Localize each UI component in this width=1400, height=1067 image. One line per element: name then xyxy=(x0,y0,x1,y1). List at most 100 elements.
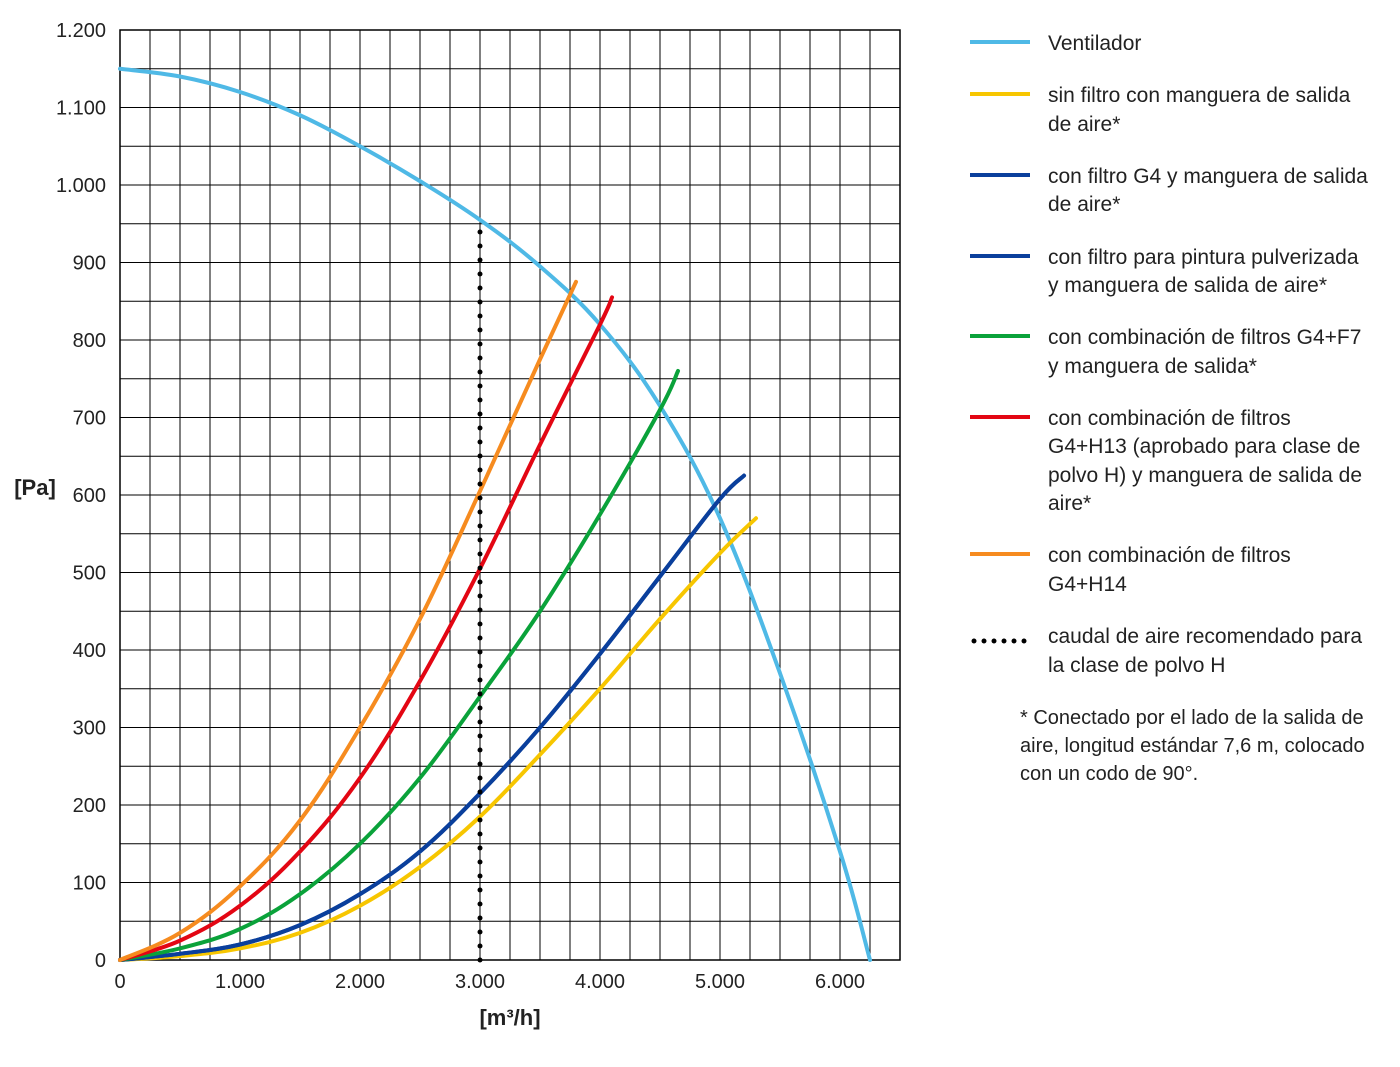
series-g4 xyxy=(120,476,744,960)
legend-label-g4: con filtro G4 y manguera de salida de ai… xyxy=(1048,163,1370,220)
legend: Ventilador sin filtro con manguera de sal… xyxy=(970,30,1370,788)
y-tick-label: 500 xyxy=(73,563,106,585)
x-tick-label: 2.000 xyxy=(335,971,385,993)
x-tick-label: 0 xyxy=(114,971,125,993)
recommended-flow-dot xyxy=(478,426,483,431)
y-tick-label: 100 xyxy=(73,873,106,895)
recommended-flow-dot xyxy=(478,944,483,949)
recommended-flow-dot xyxy=(478,356,483,361)
legend-item-g4: con filtro G4 y manguera de salida de ai… xyxy=(970,163,1370,220)
y-tick-label: 1.100 xyxy=(56,98,106,120)
y-tick-label: 200 xyxy=(73,795,106,817)
recommended-flow-dot xyxy=(478,636,483,641)
legend-item-recommended: caudal de aire recomendado para la clase… xyxy=(970,623,1370,680)
recommended-flow-dot xyxy=(478,846,483,851)
recommended-flow-dot xyxy=(478,930,483,935)
legend-item-g4h13: con combinación de filtros G4+H13 (aprob… xyxy=(970,405,1370,518)
recommended-flow-dot xyxy=(478,832,483,837)
series-g4h13 xyxy=(120,297,612,960)
recommended-flow-dot xyxy=(478,706,483,711)
series-g4f7 xyxy=(120,371,678,960)
recommended-flow-dot xyxy=(478,300,483,305)
legend-label-g4h13: con combinación de filtros G4+H13 (aprob… xyxy=(1048,405,1370,518)
recommended-flow-dot xyxy=(478,412,483,417)
x-tick-label: 6.000 xyxy=(815,971,865,993)
legend-item-g4h14: con combinación de filtros G4+H14 xyxy=(970,542,1370,599)
recommended-flow-dot xyxy=(478,496,483,501)
recommended-flow-dot xyxy=(478,692,483,697)
recommended-flow-dot xyxy=(478,594,483,599)
series-pintura xyxy=(120,476,744,960)
recommended-flow-dot xyxy=(478,482,483,487)
recommended-flow-dot xyxy=(478,272,483,277)
recommended-flow-dot xyxy=(478,678,483,683)
recommended-flow-dot xyxy=(478,958,483,963)
y-tick-label: 700 xyxy=(73,408,106,430)
recommended-flow-dot xyxy=(478,468,483,473)
series-ventilador xyxy=(120,69,870,960)
recommended-flow-dot xyxy=(478,762,483,767)
x-tick-label: 3.000 xyxy=(455,971,505,993)
legend-swatch-ventilador xyxy=(970,40,1030,44)
legend-label-pintura: con filtro para pintura pulverizada y ma… xyxy=(1048,244,1370,301)
recommended-flow-dot xyxy=(478,608,483,613)
recommended-flow-dot xyxy=(478,888,483,893)
series-g4h14 xyxy=(120,282,576,960)
recommended-flow-dot xyxy=(478,398,483,403)
recommended-flow-dot xyxy=(478,230,483,235)
legend-label-sin_filtro: sin filtro con manguera de salida de air… xyxy=(1048,82,1370,139)
legend-footnote: * Conectado por el lado de la salida de … xyxy=(1020,704,1370,788)
recommended-flow-dot xyxy=(478,650,483,655)
recommended-flow-dot xyxy=(478,552,483,557)
legend-swatch-g4h13 xyxy=(970,415,1030,419)
recommended-flow-dot xyxy=(478,734,483,739)
y-tick-label: 800 xyxy=(73,330,106,352)
recommended-flow-dot xyxy=(478,804,483,809)
legend-label-recommended: caudal de aire recomendado para la clase… xyxy=(1048,623,1370,680)
x-tick-label: 1.000 xyxy=(215,971,265,993)
legend-swatch-pintura xyxy=(970,254,1030,258)
recommended-flow-dot xyxy=(478,874,483,879)
y-axis-label: [Pa] xyxy=(14,475,56,500)
recommended-flow-dot xyxy=(478,510,483,515)
recommended-flow-dot xyxy=(478,314,483,319)
recommended-flow-dot xyxy=(478,790,483,795)
recommended-flow-dot xyxy=(478,244,483,249)
legend-label-g4h14: con combinación de filtros G4+H14 xyxy=(1048,542,1370,599)
x-tick-label: 5.000 xyxy=(695,971,745,993)
legend-label-g4f7: con combinación de filtros G4+F7 y mangu… xyxy=(1048,324,1370,381)
recommended-flow-dot xyxy=(478,664,483,669)
y-tick-label: 300 xyxy=(73,718,106,740)
recommended-flow-dot xyxy=(478,916,483,921)
legend-swatch-sin_filtro xyxy=(970,92,1030,96)
recommended-flow-dot xyxy=(478,328,483,333)
legend-item-sin_filtro: sin filtro con manguera de salida de air… xyxy=(970,82,1370,139)
recommended-flow-dot xyxy=(478,622,483,627)
legend-item-ventilador: Ventilador xyxy=(970,30,1370,58)
legend-swatch-recommended xyxy=(970,633,1030,637)
recommended-flow-dot xyxy=(478,860,483,865)
y-tick-label: 400 xyxy=(73,640,106,662)
recommended-flow-dot xyxy=(478,384,483,389)
legend-label-ventilador: Ventilador xyxy=(1048,30,1141,58)
y-tick-label: 0 xyxy=(95,950,106,972)
legend-item-pintura: con filtro para pintura pulverizada y ma… xyxy=(970,244,1370,301)
recommended-flow-dot xyxy=(478,902,483,907)
legend-swatch-g4 xyxy=(970,173,1030,177)
recommended-flow-dot xyxy=(478,258,483,263)
recommended-flow-dot xyxy=(478,370,483,375)
recommended-flow-dot xyxy=(478,286,483,291)
y-tick-label: 1.000 xyxy=(56,175,106,197)
recommended-flow-dot xyxy=(478,454,483,459)
x-axis-label: [m³/h] xyxy=(479,1005,540,1030)
recommended-flow-dot xyxy=(478,524,483,529)
legend-swatch-g4f7 xyxy=(970,334,1030,338)
y-tick-label: 900 xyxy=(73,253,106,275)
recommended-flow-dot xyxy=(478,566,483,571)
x-tick-label: 4.000 xyxy=(575,971,625,993)
recommended-flow-dot xyxy=(478,440,483,445)
recommended-flow-dot xyxy=(478,538,483,543)
y-tick-label: 600 xyxy=(73,485,106,507)
recommended-flow-dot xyxy=(478,720,483,725)
recommended-flow-dot xyxy=(478,342,483,347)
